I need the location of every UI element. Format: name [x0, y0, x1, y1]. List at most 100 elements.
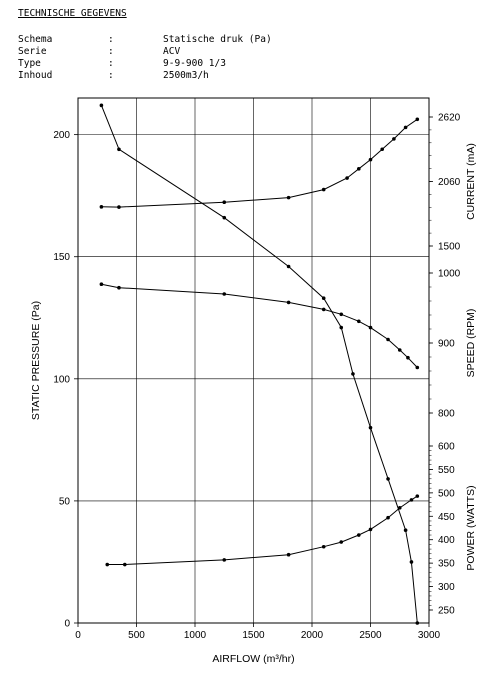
data-point: [397, 348, 402, 352]
data-point: [403, 125, 408, 130]
y-tick-label: 50: [59, 496, 71, 507]
data-point: [286, 300, 291, 305]
right-axis-tick-label: 350: [438, 559, 455, 570]
data-point: [321, 187, 326, 192]
spec-value: 2500m3/h: [163, 70, 209, 81]
data-point: [123, 562, 127, 567]
spec-sep: :: [108, 34, 114, 45]
data-point: [392, 137, 396, 141]
data-point: [117, 205, 121, 209]
right-axis-label: CURRENT (mA): [465, 143, 477, 220]
spec-label: Schema: [18, 34, 53, 45]
right-axis-tick-label: 1000: [438, 269, 461, 280]
data-point: [222, 558, 227, 562]
right-axis-tick-label: 550: [438, 465, 455, 476]
y-tick-label: 100: [53, 374, 70, 385]
data-point: [406, 355, 410, 360]
data-point: [99, 205, 104, 209]
right-axis-tick-label: 900: [438, 339, 455, 350]
data-point: [368, 527, 373, 532]
data-point: [222, 200, 227, 205]
data-point: [357, 319, 361, 324]
spec-header: TECHNISCHE GEGEVENS Schema : Statische d…: [18, 8, 272, 82]
data-point: [105, 562, 110, 567]
power-curve: [107, 495, 418, 565]
spec-row-serie: Serie : ACV: [18, 46, 272, 58]
spec-row-inhoud: Inhoud : 2500m3/h: [18, 70, 272, 82]
right-axis-tick-label: 2060: [438, 177, 461, 188]
spec-label: Serie: [18, 46, 47, 57]
data-point: [386, 337, 390, 342]
x-tick-label: 3000: [418, 630, 441, 641]
current-curve: [101, 118, 418, 208]
data-point: [321, 307, 326, 312]
right-axis-tick-label: 300: [438, 582, 455, 593]
data-point: [397, 506, 402, 510]
spec-value: 9-9-900 1/3: [163, 58, 226, 69]
x-tick-label: 2500: [359, 630, 382, 641]
data-point: [345, 176, 349, 180]
data-point: [321, 544, 326, 549]
data-point: [368, 325, 373, 330]
spec-row-type: Type : 9-9-900 1/3: [18, 58, 272, 70]
data-point: [286, 264, 291, 269]
right-axis-tick-label: 500: [438, 488, 455, 499]
spec-row-schema: Schema : Statische druk (Pa): [18, 34, 272, 46]
y-axis-label: STATIC PRESSURE (Pa): [30, 301, 42, 420]
static-pressure-curve: [100, 105, 418, 624]
data-point: [415, 117, 420, 122]
spec-sep: :: [108, 58, 114, 69]
x-tick-label: 1500: [242, 630, 265, 641]
x-tick-label: 2000: [301, 630, 324, 641]
spec-sep: :: [108, 70, 114, 81]
speed-curve: [101, 283, 418, 368]
data-point: [415, 365, 420, 370]
data-point: [286, 552, 291, 557]
data-point: [99, 103, 104, 108]
data-point: [117, 147, 121, 152]
data-point: [415, 621, 420, 625]
right-axis-tick-label: 1500: [438, 242, 461, 253]
y-tick-label: 150: [53, 252, 70, 263]
spec-title: TECHNISCHE GEGEVENS: [18, 8, 127, 19]
data-point: [222, 215, 227, 220]
data-point: [409, 498, 414, 502]
y-tick-label: 0: [64, 619, 70, 630]
x-tick-label: 0: [75, 630, 81, 641]
data-point: [415, 494, 420, 498]
data-point: [386, 477, 390, 481]
data-point: [409, 560, 414, 564]
right-axis-tick-label: 400: [438, 535, 455, 546]
data-point: [339, 325, 344, 330]
data-point: [222, 292, 227, 296]
data-point: [339, 312, 344, 317]
right-axis-tick-label: 250: [438, 606, 455, 617]
spec-value: ACV: [163, 46, 181, 57]
data-point: [321, 296, 326, 301]
right-axis-tick-label: 800: [438, 409, 455, 420]
x-tick-label: 1000: [184, 630, 207, 641]
x-axis-label: AIRFLOW (m³/hr): [212, 653, 294, 665]
data-point: [357, 167, 361, 171]
spec-label: Type: [18, 58, 41, 69]
data-point: [380, 147, 385, 152]
data-point: [351, 372, 355, 376]
data-point: [357, 533, 361, 537]
right-axis-tick-label: 450: [438, 512, 455, 523]
data-point: [368, 157, 373, 162]
data-point: [117, 285, 121, 290]
data-point: [403, 528, 408, 533]
y-tick-label: 200: [53, 130, 70, 141]
spec-value: Statische druk (Pa): [163, 34, 272, 45]
right-axis-label: SPEED (RPM): [465, 309, 477, 378]
spec-sep: :: [108, 46, 114, 57]
data-point: [368, 425, 373, 430]
data-point: [286, 195, 291, 200]
data-point: [386, 515, 390, 520]
right-axis-tick-label: 600: [438, 442, 455, 453]
right-axis-label: POWER (WATTS): [465, 485, 477, 570]
data-point: [99, 282, 104, 287]
spec-label: Inhoud: [18, 70, 53, 81]
data-point: [339, 540, 344, 544]
